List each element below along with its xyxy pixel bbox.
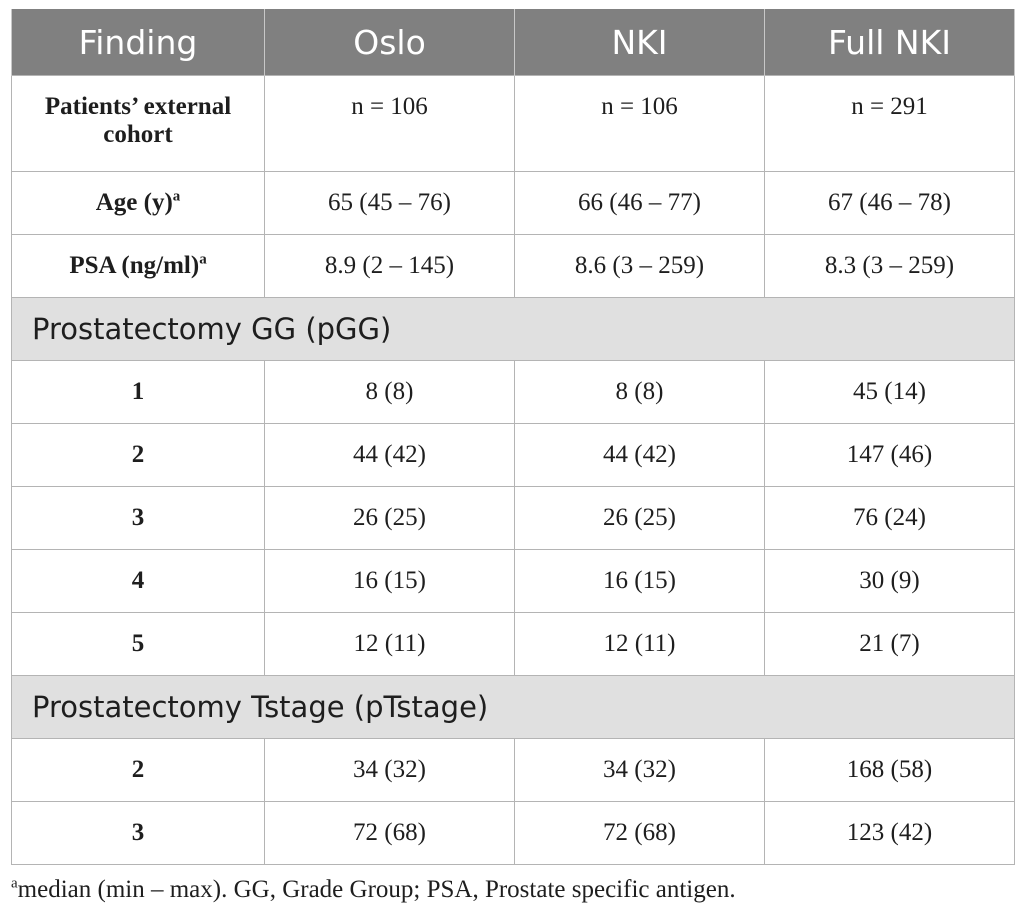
- cell: 65 (45 – 76): [264, 171, 515, 235]
- cell: 8.3 (3 – 259): [764, 234, 1015, 298]
- cell: 67 (46 – 78): [764, 171, 1015, 235]
- cell: 26 (25): [514, 486, 765, 550]
- footnote-text: median (min – max). GG, Grade Group; PSA…: [17, 876, 736, 903]
- table-row-psa: PSA (ng/ml)a 8.9 (2 – 145) 8.6 (3 – 259)…: [11, 234, 1015, 298]
- cell: 72 (68): [264, 801, 515, 865]
- table-header-row: Finding Oslo NKI Full NKI: [11, 9, 1015, 76]
- table-row-patients: Patients’ external cohort n = 106 n = 10…: [11, 75, 1015, 172]
- cell: 72 (68): [514, 801, 765, 865]
- footnote-marker: a: [199, 251, 207, 268]
- footnote-marker: a: [11, 875, 18, 892]
- cell: 21 (7): [764, 612, 1015, 676]
- table-row: 1 8 (8) 8 (8) 45 (14): [11, 360, 1015, 424]
- table-row-age: Age (y)a 65 (45 – 76) 66 (46 – 77) 67 (4…: [11, 171, 1015, 235]
- table-row: 2 34 (32) 34 (32) 168 (58): [11, 738, 1015, 802]
- cell: 8 (8): [514, 360, 765, 424]
- cell: 66 (46 – 77): [514, 171, 765, 235]
- table-row: 5 12 (11) 12 (11) 21 (7): [11, 612, 1015, 676]
- cell: n = 106: [514, 75, 765, 172]
- cell: 44 (42): [514, 423, 765, 487]
- cell: n = 106: [264, 75, 515, 172]
- section-header-ptstage: Prostatectomy Tstage (pTstage): [11, 675, 1015, 739]
- cell: 34 (32): [264, 738, 515, 802]
- table-footnote: amedian (min – max). GG, Grade Group; PS…: [11, 876, 736, 904]
- cell: n = 291: [764, 75, 1015, 172]
- cell: 16 (15): [514, 549, 765, 613]
- row-label: 5: [11, 612, 265, 676]
- cell: 26 (25): [264, 486, 515, 550]
- cohort-characteristics-table: Finding Oslo NKI Full NKI Patients’ exte…: [11, 9, 1015, 865]
- cell: 8.6 (3 – 259): [514, 234, 765, 298]
- cell: 8.9 (2 – 145): [264, 234, 515, 298]
- cell: 30 (9): [764, 549, 1015, 613]
- row-label-age-text: Age (y): [95, 189, 173, 216]
- table-row: 3 26 (25) 26 (25) 76 (24): [11, 486, 1015, 550]
- cell: 168 (58): [764, 738, 1015, 802]
- cell: 44 (42): [264, 423, 515, 487]
- header-oslo: Oslo: [264, 9, 515, 76]
- row-label: 3: [11, 486, 265, 550]
- cell: 147 (46): [764, 423, 1015, 487]
- row-label: 2: [11, 738, 265, 802]
- cell: 8 (8): [264, 360, 515, 424]
- table-row: 4 16 (15) 16 (15) 30 (9): [11, 549, 1015, 613]
- header-nki: NKI: [514, 9, 765, 76]
- cell: 123 (42): [764, 801, 1015, 865]
- section-title: Prostatectomy GG (pGG): [11, 297, 1015, 361]
- row-label: 2: [11, 423, 265, 487]
- row-label-patients: Patients’ external cohort: [11, 75, 265, 172]
- cell: 12 (11): [514, 612, 765, 676]
- row-label: 3: [11, 801, 265, 865]
- cell: 12 (11): [264, 612, 515, 676]
- cell: 45 (14): [764, 360, 1015, 424]
- header-finding: Finding: [11, 9, 265, 76]
- row-label-age: Age (y)a: [11, 171, 265, 235]
- footnote-marker: a: [172, 188, 181, 205]
- cell: 34 (32): [514, 738, 765, 802]
- row-label-psa: PSA (ng/ml)a: [11, 234, 265, 298]
- header-full-nki: Full NKI: [764, 9, 1015, 76]
- table-row: 2 44 (42) 44 (42) 147 (46): [11, 423, 1015, 487]
- cell: 16 (15): [264, 549, 515, 613]
- section-title: Prostatectomy Tstage (pTstage): [11, 675, 1015, 739]
- row-label-psa-text: PSA (ng/ml): [69, 252, 200, 279]
- section-header-pgg: Prostatectomy GG (pGG): [11, 297, 1015, 361]
- row-label: 4: [11, 549, 265, 613]
- cell: 76 (24): [764, 486, 1015, 550]
- row-label: 1: [11, 360, 265, 424]
- table-row: 3 72 (68) 72 (68) 123 (42): [11, 801, 1015, 865]
